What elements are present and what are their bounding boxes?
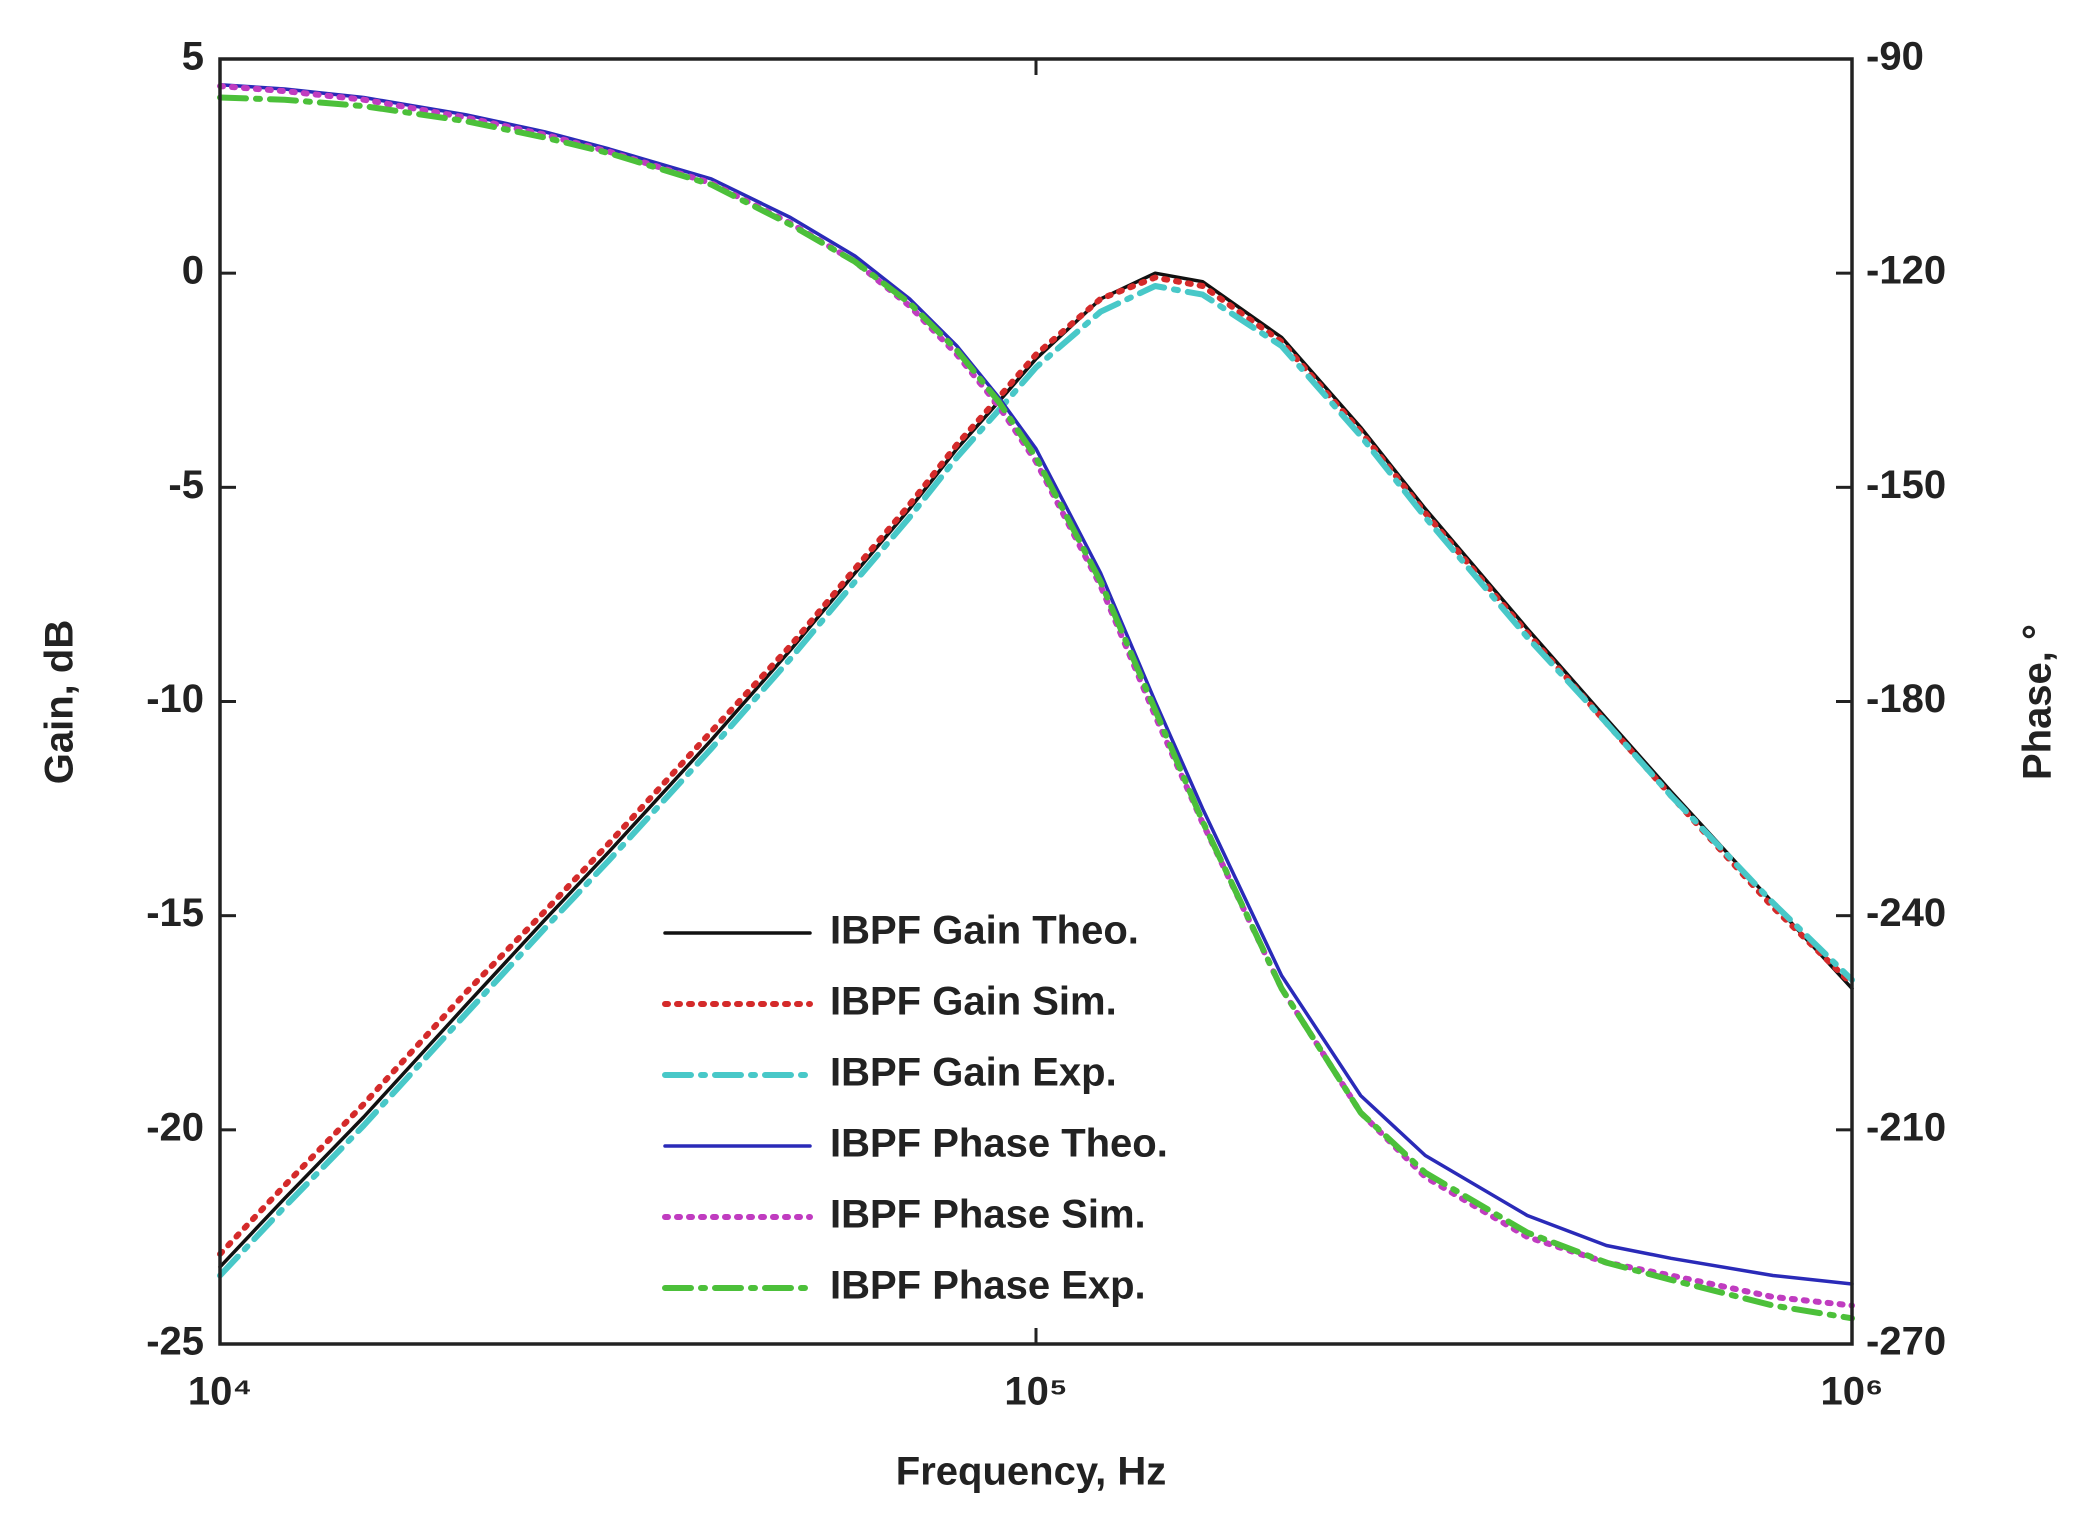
- x-tick-label: 10⁵: [1004, 1370, 1067, 1414]
- legend-label: IBPF Phase Exp.: [830, 1264, 1146, 1308]
- y-tick-label: -15: [146, 891, 204, 935]
- y2-tick-label: -240: [1866, 891, 1946, 935]
- y-tick-label: -25: [146, 1320, 204, 1364]
- legend-label: IBPF Gain Exp.: [830, 1051, 1117, 1095]
- legend-label: IBPF Phase Sim.: [830, 1193, 1146, 1237]
- legend-label: IBPF Gain Sim.: [830, 980, 1117, 1024]
- y-axis-label: Gain, dB: [38, 620, 82, 784]
- data-line: [217, 274, 1855, 1257]
- y-tick-label: -10: [146, 677, 204, 721]
- y2-tick-label: -150: [1866, 463, 1946, 507]
- data-line: [217, 94, 1855, 1322]
- y2-axis-label: Phase, °: [2016, 624, 2060, 780]
- y2-tick-label: -180: [1866, 677, 1946, 721]
- data-line: [218, 271, 1854, 1269]
- data-line: [218, 82, 1854, 1286]
- x-tick-label: 10⁴: [188, 1370, 252, 1414]
- data-line: [217, 283, 1855, 1279]
- y2-tick-label: -120: [1866, 249, 1946, 293]
- y2-tick-label: -270: [1866, 1320, 1946, 1364]
- y-tick-label: -5: [168, 463, 204, 507]
- y2-tick-label: -90: [1866, 35, 1924, 79]
- y-tick-label: -20: [146, 1105, 204, 1149]
- plot-frame: [218, 57, 1854, 1346]
- y-tick-label: 5: [182, 35, 204, 79]
- y-tick-label: 0: [182, 249, 204, 293]
- legend-label: IBPF Gain Theo.: [830, 909, 1139, 953]
- x-axis-label: Frequency, Hz: [896, 1450, 1166, 1494]
- y2-tick-label: -210: [1866, 1105, 1946, 1149]
- x-tick-label: 10⁶: [1821, 1370, 1884, 1414]
- legend-label: IBPF Phase Theo.: [830, 1122, 1168, 1166]
